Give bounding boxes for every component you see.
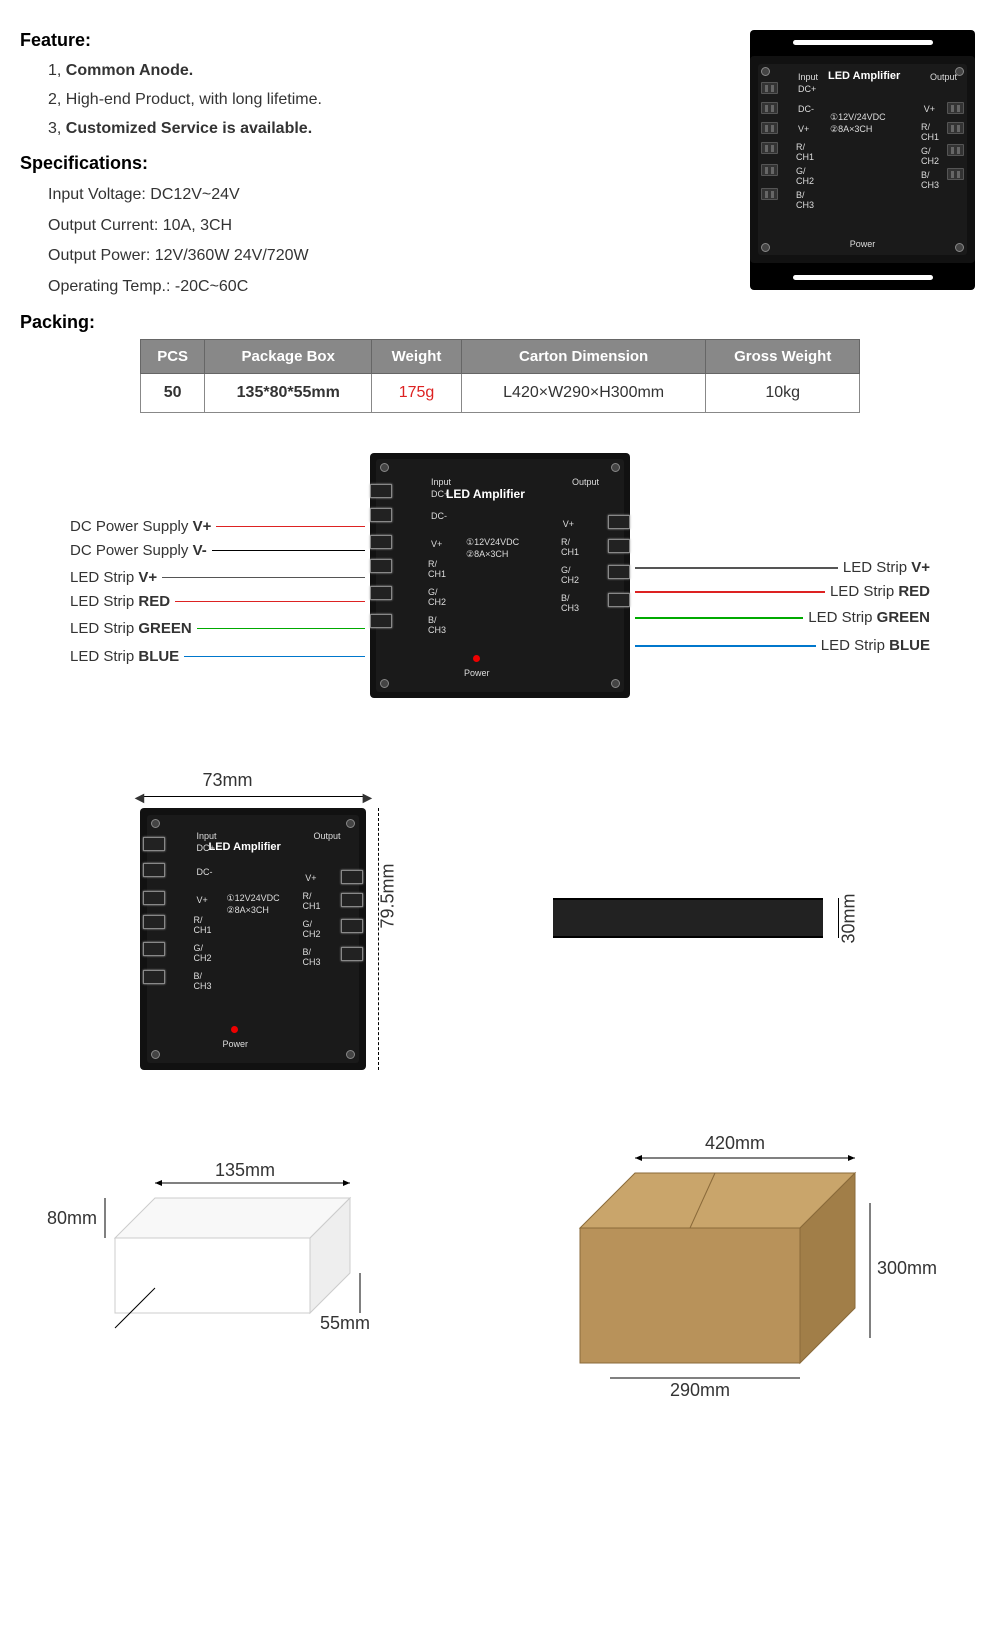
product-image: Input LED Amplifier Output DC+ DC- V+ R/… bbox=[750, 30, 980, 339]
wire-label-right: LED Strip GREEN bbox=[630, 606, 930, 630]
package-section: 135mm 80mm 55mm 420mm 300mm 290mm bbox=[20, 1138, 980, 1398]
wire-label-right: LED Strip RED bbox=[630, 580, 930, 604]
packing-table: PCS Package Box Weight Carton Dimension … bbox=[140, 339, 860, 413]
packing-heading: Packing: bbox=[20, 312, 720, 333]
wire-label-right: LED Strip BLUE bbox=[630, 634, 930, 658]
wire-label-left: LED Strip RED bbox=[70, 589, 370, 613]
wire-label-left: DC Power Supply V+ bbox=[70, 514, 370, 538]
wire-label-left: LED Strip GREEN bbox=[70, 616, 370, 640]
wire-label-left: DC Power Supply V- bbox=[70, 538, 370, 562]
feature-heading: Feature: bbox=[20, 30, 720, 51]
specs-heading: Specifications: bbox=[20, 153, 720, 174]
wire-label-left: LED Strip V+ bbox=[70, 565, 370, 589]
wiring-diagram: DC Power Supply V+DC Power Supply V- LED … bbox=[20, 453, 980, 698]
side-view bbox=[553, 898, 823, 938]
wire-label-left: LED Strip BLUE bbox=[70, 644, 370, 668]
dimension-views: 73mm ◄ ► Input LED Amplifier Output DC+ … bbox=[20, 778, 980, 1098]
text-block: Feature: 1, Common Anode. 2, High-end Pr… bbox=[20, 30, 720, 339]
top-section: Feature: 1, Common Anode. 2, High-end Pr… bbox=[20, 30, 980, 339]
feature-list: 1, Common Anode. 2, High-end Product, wi… bbox=[20, 57, 720, 143]
wire-label-right: LED Strip V+ bbox=[630, 556, 930, 580]
spec-list: Input Voltage: DC12V~24V Output Current:… bbox=[20, 180, 720, 302]
